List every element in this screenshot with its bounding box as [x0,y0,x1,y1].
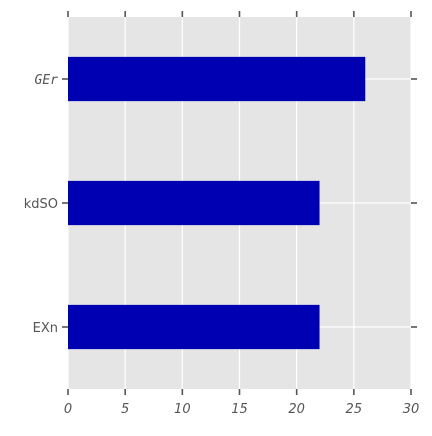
x-tick-label: 10 [174,402,191,417]
bar-kdso [68,180,320,226]
x-tick-label: 0 [64,402,72,417]
y-tick-label: EXn [33,321,58,336]
bar-ger [68,56,366,102]
x-tick-label: 25 [346,402,363,417]
x-tick-label: 20 [288,402,305,417]
x-tick-label: 5 [121,402,129,417]
y-tick-label: GEr [35,73,59,88]
x-tick-label: 15 [231,402,248,417]
y-tick-label: kdSO [24,197,58,212]
x-tick-label: 30 [403,402,420,417]
tick-labels-layer: 0 5 10 15 20 25 30 GEr kdSO EXn [24,73,420,417]
ticks-layer [62,11,417,395]
bars-layer [68,56,366,350]
bar-exn [68,304,320,350]
